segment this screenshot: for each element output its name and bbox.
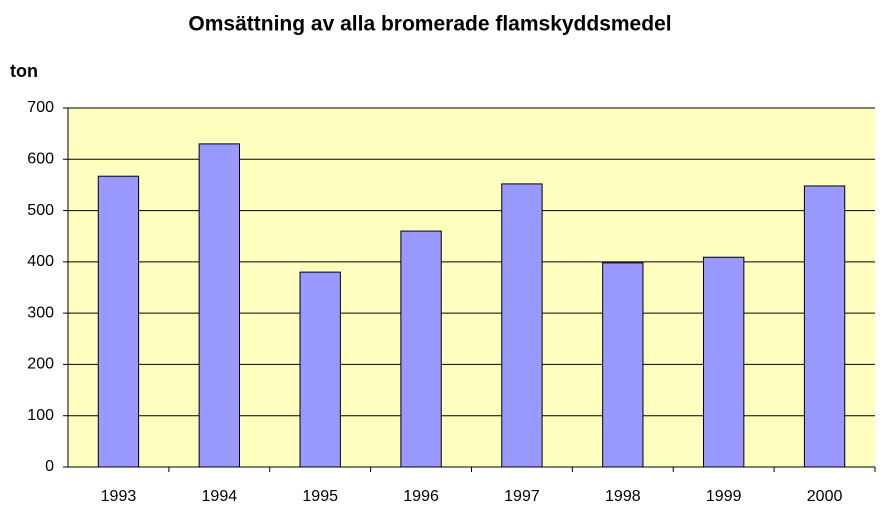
- x-tick-label: 1994: [202, 488, 238, 505]
- bar: [198, 143, 240, 468]
- x-tick-label: 1995: [302, 488, 338, 505]
- y-tick-label: 200: [27, 356, 54, 373]
- bar: [703, 256, 745, 468]
- x-tick-label: 1993: [101, 488, 137, 505]
- x-tick-label: 1996: [403, 488, 439, 505]
- y-tick-label: 0: [45, 458, 54, 475]
- bar: [400, 230, 442, 468]
- bar: [602, 262, 644, 468]
- y-tick-label: 400: [27, 253, 54, 270]
- y-tick-label: 500: [27, 202, 54, 219]
- y-axis-label: ton: [10, 61, 38, 81]
- bar: [803, 185, 846, 468]
- bar: [97, 175, 140, 468]
- plot-area: [68, 108, 875, 467]
- y-tick-label: 100: [27, 407, 54, 424]
- y-tick-label: 300: [27, 304, 54, 321]
- y-tick-label: 600: [27, 151, 54, 168]
- bar: [501, 183, 543, 468]
- x-tick-label: 1999: [706, 488, 742, 505]
- bar: [299, 271, 341, 468]
- y-tick-label: 700: [27, 99, 54, 116]
- x-tick-label: 1998: [605, 488, 641, 505]
- chart-title: Omsättning av alla bromerade flamskyddsm…: [188, 13, 671, 36]
- x-tick-label: 2000: [807, 488, 843, 505]
- x-tick-label: 1997: [504, 488, 540, 505]
